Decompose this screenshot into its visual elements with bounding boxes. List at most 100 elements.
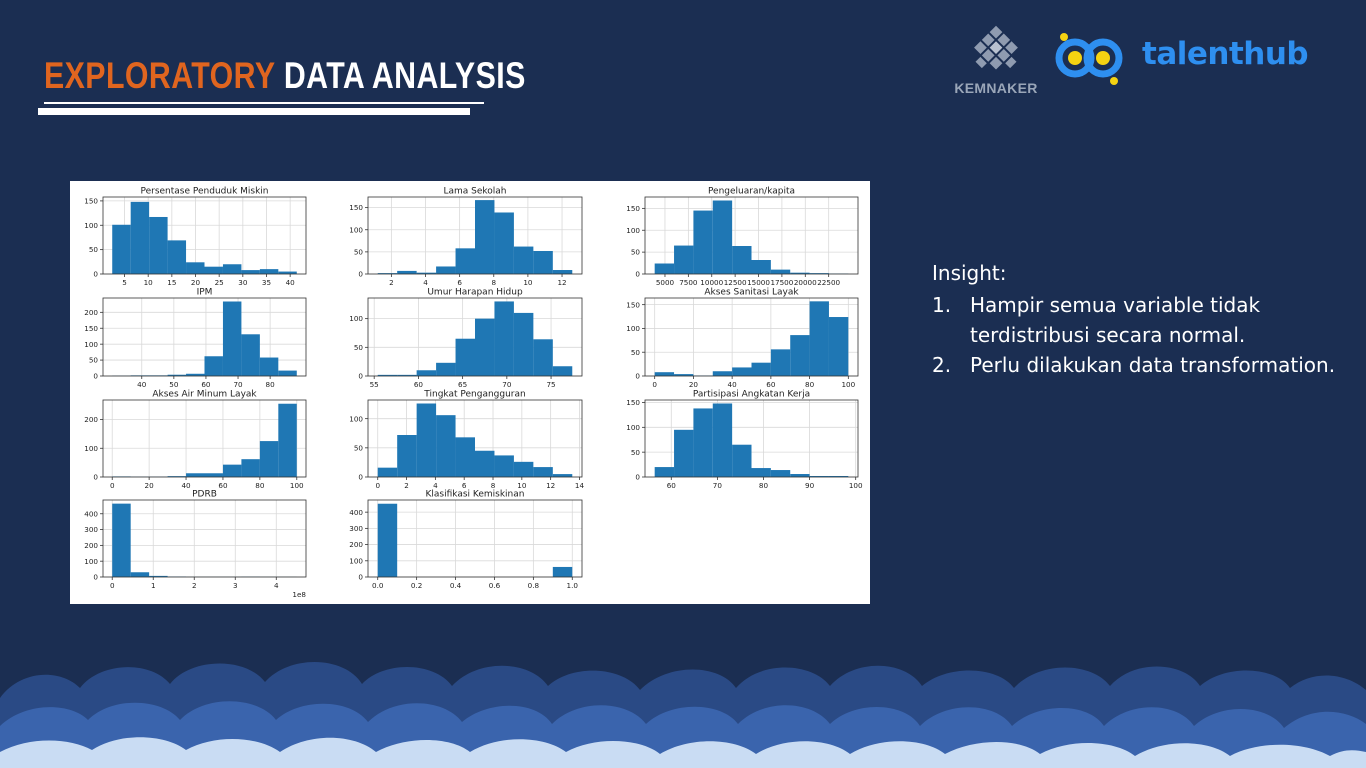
histogram-bar (751, 362, 771, 376)
x-tick-label: 2 (192, 581, 197, 590)
x-tick-label: 22500 (817, 278, 840, 287)
y-tick-label: 100 (349, 556, 363, 565)
histogram-bar (149, 216, 168, 274)
axes-frame (102, 399, 307, 478)
histogram-bar (552, 566, 573, 577)
x-tick-label: 6 (457, 278, 462, 287)
y-tick-label: 300 (84, 525, 98, 534)
x-offset-label: 1e8 (292, 590, 306, 599)
histogram-bar (377, 374, 398, 376)
insight-item-number: 2. (932, 353, 952, 377)
histogram-bar (278, 370, 297, 376)
y-tick-label: 150 (626, 204, 640, 213)
histogram-bar (241, 270, 260, 274)
histogram-bar (416, 370, 437, 376)
x-tick-label: 2 (389, 278, 394, 287)
histogram-bar (436, 415, 456, 477)
x-tick-label: 15 (167, 278, 176, 287)
histogram-bar (533, 339, 553, 376)
y-tick-label: 100 (84, 444, 98, 453)
histogram-bar (416, 403, 437, 477)
histogram-bar (693, 408, 713, 477)
histogram-bar (552, 474, 573, 477)
histogram-bar (377, 467, 398, 477)
talenthub-logo-text: talenthub (1142, 36, 1309, 72)
histogram-bar (167, 476, 187, 477)
histogram-bar (770, 470, 791, 477)
slide-title-main: DATA ANALYSIS (283, 55, 526, 96)
x-tick-label: 5 (122, 278, 127, 287)
y-tick-label: 0 (358, 372, 363, 381)
histogram-bar (712, 371, 733, 376)
subplot-title: Persentase Penduduk Miskin (140, 187, 268, 197)
x-tick-label: 80 (255, 481, 265, 490)
histogram-bar (513, 461, 534, 477)
histogram-bar (732, 444, 752, 477)
title-underline (38, 108, 470, 115)
x-tick-label: 0.6 (489, 581, 501, 590)
x-tick-label: 90 (805, 481, 815, 490)
x-tick-label: 0.2 (411, 581, 422, 590)
x-tick-label: 60 (218, 481, 228, 490)
histogram-bar (241, 459, 260, 477)
x-tick-label: 80 (805, 380, 815, 389)
x-tick-label: 0 (110, 481, 115, 490)
x-tick-label: 20 (145, 481, 155, 490)
histogram-bar (712, 200, 733, 274)
histogram-bar (222, 464, 242, 477)
y-tick-label: 200 (349, 540, 363, 549)
histogram-subplot: Tingkat Pengangguran 0 50 100 0 2 4 6 8 10 12 14 (349, 390, 584, 491)
kemnaker-logo-text: KEMNAKER (954, 80, 1038, 96)
x-tick-label: 0 (652, 380, 657, 389)
subplot-title: Akses Air Minum Layak (152, 390, 257, 400)
histogram-bar (552, 366, 573, 376)
x-tick-label: 17500 (770, 278, 793, 287)
histogram-bar (278, 271, 297, 274)
x-tick-label: 6 (462, 481, 467, 490)
x-tick-label: 40 (728, 380, 738, 389)
histogram-bar (222, 301, 242, 376)
histogram-bar (377, 273, 398, 274)
slide-title: EXPLORATORY DATA ANALYSIS (44, 52, 526, 100)
histogram-bar (259, 357, 279, 376)
histogram-bar (654, 467, 675, 477)
histogram-subplot: Klasifikasi Kemiskinan 0 100 200 300 400 0.0 0.… (349, 490, 583, 590)
histogram-bar (259, 269, 279, 274)
histogram-bar (475, 450, 495, 477)
axes-frame (367, 399, 583, 478)
histogram-bar (770, 269, 791, 274)
histogram-bar (241, 334, 260, 376)
y-tick-label: 0 (358, 270, 363, 279)
histogram-bar (204, 473, 223, 477)
subplot-title: Klasifikasi Kemiskinan (426, 490, 525, 500)
histogram-bar (828, 476, 849, 477)
histogram-bar (416, 272, 437, 274)
histogram-bar (149, 575, 168, 577)
insight-item-text: Perlu dilakukan data transformation. (970, 353, 1336, 377)
histogram-bar (790, 474, 810, 477)
histogram-bar (809, 273, 829, 274)
histogram-bar (674, 245, 694, 274)
histogram-bar (186, 262, 205, 274)
x-tick-label: 4 (433, 481, 438, 490)
y-tick-label: 150 (626, 300, 640, 309)
y-tick-label: 150 (84, 196, 98, 205)
histogram-bar (186, 473, 205, 477)
x-tick-label: 12500 (724, 278, 747, 287)
y-tick-label: 50 (89, 245, 99, 254)
y-tick-label: 50 (631, 448, 641, 457)
histogram-bar (455, 248, 475, 274)
histogram-bar (712, 403, 733, 477)
y-tick-label: 300 (349, 524, 363, 533)
insight-title: Insight: (932, 261, 1007, 285)
histogram-bar (790, 272, 810, 274)
x-tick-label: 8 (491, 278, 496, 287)
histogram-bar (828, 317, 849, 376)
insight-item-text: Hampir semua variable tidak terdistribus… (970, 293, 1261, 347)
y-tick-label: 200 (84, 415, 98, 424)
histogram-bar (397, 374, 417, 376)
axes-frame (644, 196, 859, 275)
histogram-subplot: Umur Harapan Hidup 0 50 100 55 60 65 70 75 (349, 288, 583, 389)
x-tick-label: 55 (370, 380, 379, 389)
